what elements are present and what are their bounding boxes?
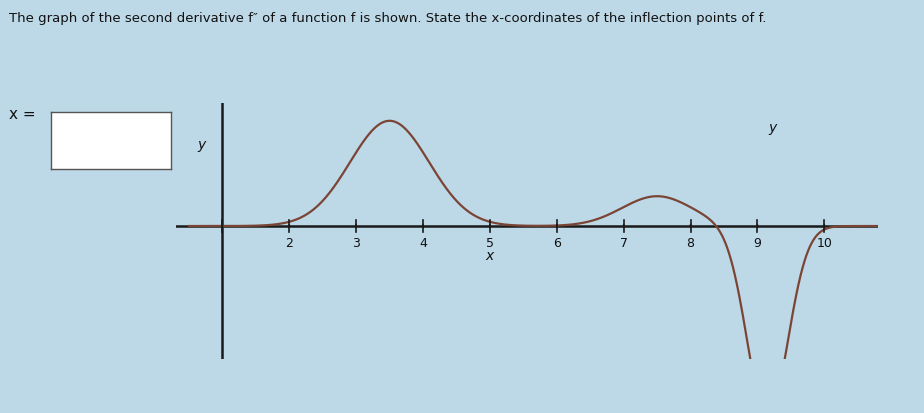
Text: 8: 8 (687, 237, 695, 249)
Text: x =: x = (9, 107, 36, 122)
Text: 9: 9 (753, 237, 761, 249)
Text: 7: 7 (620, 237, 627, 249)
Text: y: y (198, 138, 206, 152)
Text: 5: 5 (486, 237, 494, 249)
Text: 6: 6 (553, 237, 561, 249)
Text: The graph of the second derivative f″ of a function f is shown. State the x-coor: The graph of the second derivative f″ of… (9, 12, 767, 25)
Text: 10: 10 (817, 237, 833, 249)
Text: x: x (486, 249, 494, 263)
Text: 3: 3 (352, 237, 360, 249)
Text: y: y (769, 121, 776, 135)
Text: 4: 4 (419, 237, 427, 249)
Text: 2: 2 (286, 237, 293, 249)
